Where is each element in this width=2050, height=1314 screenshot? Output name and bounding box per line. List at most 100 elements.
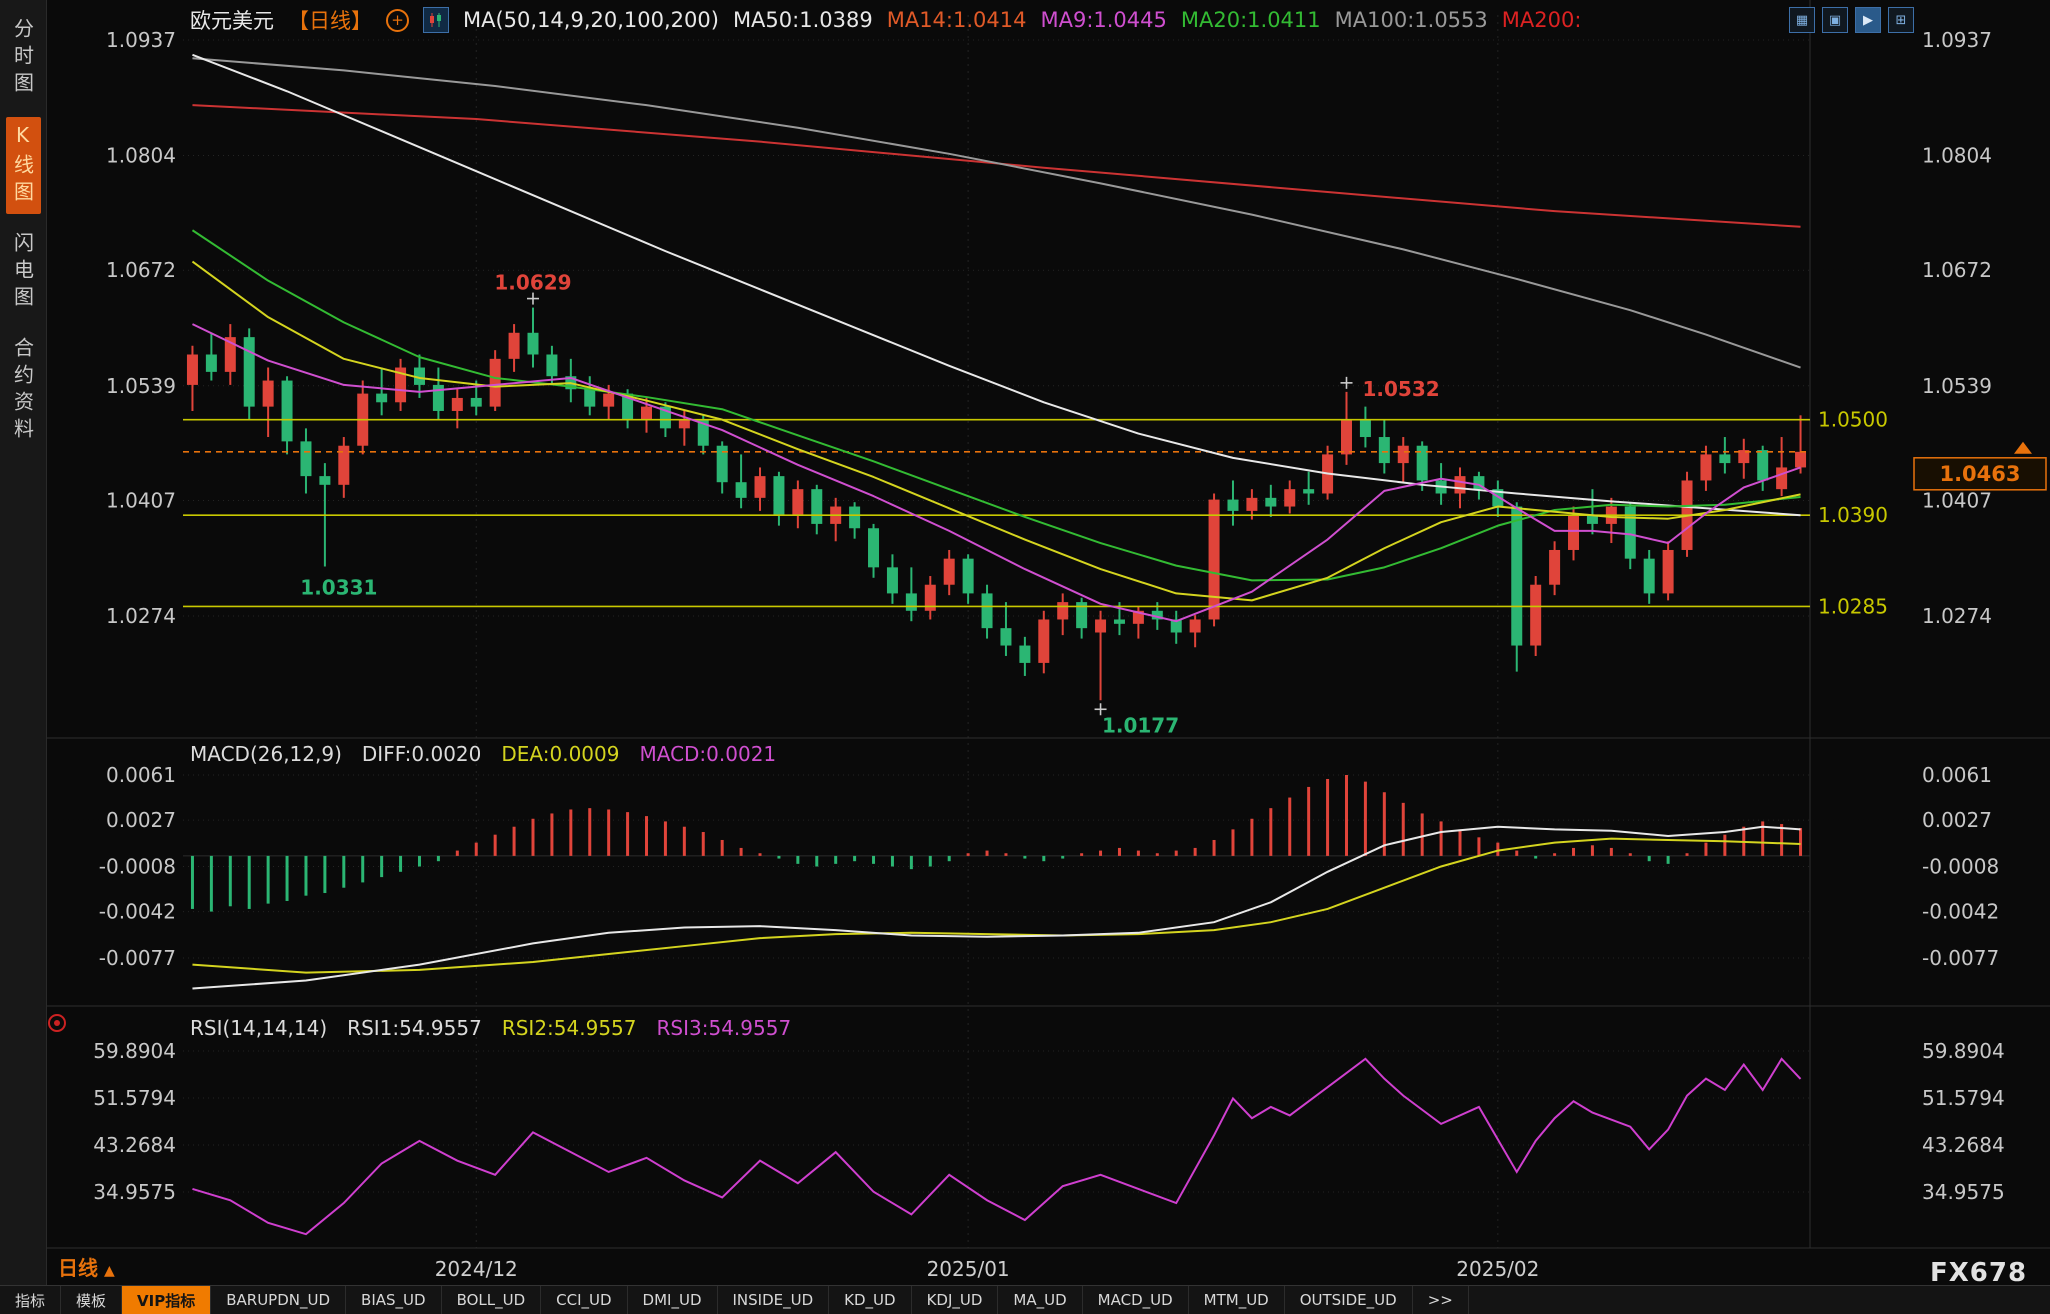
axis-label-left: 1.0274: [106, 604, 176, 628]
add-indicator-icon[interactable]: +: [386, 8, 409, 32]
rsi3-value: RSI3:54.9557: [656, 1016, 792, 1040]
axis-label-left: -0.0008: [99, 855, 176, 879]
grid-layout-icon[interactable]: ▦: [1789, 7, 1815, 33]
single-chart-icon[interactable]: ▣: [1822, 7, 1848, 33]
sidebar-item-kline-chart[interactable]: K线图: [5, 117, 41, 214]
candle-body: [1340, 419, 1352, 455]
timeframe-label[interactable]: 日线 ▲: [58, 1252, 115, 1281]
axis-label-right: 1.0539: [1922, 374, 1992, 398]
macd-hist-bar: [985, 850, 989, 856]
ma-line-ma9: [192, 323, 1801, 623]
tab-indicators[interactable]: 指标: [0, 1286, 62, 1314]
candle-body: [205, 354, 217, 372]
candle-body: [981, 593, 993, 629]
period-badge[interactable]: 【日线】: [288, 9, 372, 33]
tab-boll-ud[interactable]: BOLL_UD: [442, 1286, 542, 1314]
candle-body: [716, 445, 728, 483]
record-dot-icon[interactable]: [48, 1014, 66, 1032]
macd-hist-bar: [1004, 853, 1008, 856]
macd-hist-bar: [1439, 821, 1443, 856]
chart-header: 欧元美元 【日线】 + MA(50,14,9,20,100,200) MA50:…: [190, 6, 1581, 34]
rsi2-value: RSI2:54.9557: [501, 1016, 637, 1040]
tab-inside-ud[interactable]: INSIDE_UD: [718, 1286, 830, 1314]
axis-label-right: 1.0804: [1922, 144, 1992, 168]
candle-body: [338, 445, 350, 485]
tab-bias-ud[interactable]: BIAS_UD: [346, 1286, 442, 1314]
ma200-value: MA200:: [1501, 8, 1582, 32]
macd-hist-bar: [1609, 847, 1613, 856]
macd-hist-bar: [966, 853, 970, 856]
macd-hist-bar: [266, 855, 270, 904]
macd-hist-bar: [890, 855, 894, 867]
bottom-tab-bar: 指标 模板 VIP指标 BARUPDN_UD BIAS_UD BOLL_UD C…: [0, 1285, 2050, 1314]
macd-hist-bar: [607, 809, 611, 856]
macd-hist-bar: [361, 855, 365, 883]
candle-body: [1492, 489, 1504, 507]
sidebar-item-timeshare-chart[interactable]: 分时图: [10, 18, 35, 99]
candle-body: [470, 397, 482, 407]
play-icon[interactable]: ▶: [1855, 7, 1881, 33]
macd-hist-bar: [531, 818, 535, 856]
macd-hist-bar: [569, 809, 573, 856]
level-label: 1.0390: [1818, 503, 1888, 527]
level-label: 1.0285: [1818, 594, 1888, 618]
sidebar-item-contract-info[interactable]: 合约资料: [10, 337, 35, 445]
candle-body: [1132, 610, 1144, 624]
tab-dmi-ud[interactable]: DMI_UD: [628, 1286, 718, 1314]
candle-body: [1113, 619, 1125, 624]
axis-label-right: 34.9575: [1922, 1180, 2005, 1204]
tab-ma-ud[interactable]: MA_UD: [998, 1286, 1083, 1314]
macd-hist-bar: [380, 855, 384, 878]
axis-label-right: -0.0042: [1922, 900, 1999, 924]
symbol-name: 欧元美元: [190, 9, 274, 33]
tab-kdj-ud[interactable]: KDJ_UD: [912, 1286, 999, 1314]
tab-vip-indicators[interactable]: VIP指标: [122, 1286, 212, 1314]
sidebar-item-lightning-chart[interactable]: 闪电图: [10, 232, 35, 313]
tab-macd-ud[interactable]: MACD_UD: [1083, 1286, 1189, 1314]
candle-body: [1700, 454, 1712, 481]
candle-body: [1151, 610, 1163, 620]
macd-hist-bar: [1269, 808, 1273, 856]
candle-body: [924, 584, 936, 611]
macd-hist-bar: [853, 855, 857, 862]
macd-hist-bar: [1761, 821, 1765, 856]
macd-hist-bar: [1666, 855, 1670, 864]
candle-body: [300, 441, 312, 477]
tab-outside-ud[interactable]: OUTSIDE_UD: [1285, 1286, 1413, 1314]
tab-barupdn-ud[interactable]: BARUPDN_UD: [211, 1286, 347, 1314]
macd-hist-bar: [1212, 839, 1216, 856]
tab-templates[interactable]: 模板: [61, 1286, 123, 1314]
tab-mtm-ud[interactable]: MTM_UD: [1189, 1286, 1285, 1314]
candle-body: [1454, 476, 1466, 494]
macd-hist-bar: [455, 850, 459, 856]
candlestick-glyph: [430, 13, 441, 27]
macd-hist-bar: [1780, 824, 1784, 856]
ma-line-ma200: [192, 104, 1801, 228]
ma14-value: MA14:1.0414: [886, 8, 1027, 32]
macd-hist-bar: [1080, 853, 1084, 856]
date-axis-label: 2025/01: [927, 1257, 1010, 1281]
tab-more[interactable]: >>: [1413, 1286, 1469, 1314]
axis-label-left: 1.0539: [106, 374, 176, 398]
axis-label-right: 1.0274: [1922, 604, 1992, 628]
tab-kd-ud[interactable]: KD_UD: [829, 1286, 912, 1314]
macd-hist-bar: [872, 855, 876, 864]
candle-body: [1227, 499, 1239, 511]
candlestick-icon[interactable]: [423, 7, 449, 33]
macd-hist-bar: [342, 855, 346, 888]
rsi-line: [192, 1057, 1802, 1236]
candle-body: [243, 337, 255, 407]
rsi-params: RSI(14,14,14): [190, 1016, 328, 1040]
macd-hist-bar: [512, 826, 516, 856]
macd-hist-bar: [1685, 853, 1689, 856]
current-price-box: [1913, 457, 2047, 491]
candle-body: [641, 406, 653, 420]
tab-cci-ud[interactable]: CCI_UD: [541, 1286, 628, 1314]
macd-hist-bar: [209, 855, 213, 912]
macd-hist-bar: [1534, 855, 1538, 859]
popout-window-icon[interactable]: ⊞: [1888, 7, 1914, 33]
candle-body: [962, 558, 974, 594]
ma-line-ma14: [191, 260, 1801, 602]
candle-body: [1076, 602, 1088, 629]
